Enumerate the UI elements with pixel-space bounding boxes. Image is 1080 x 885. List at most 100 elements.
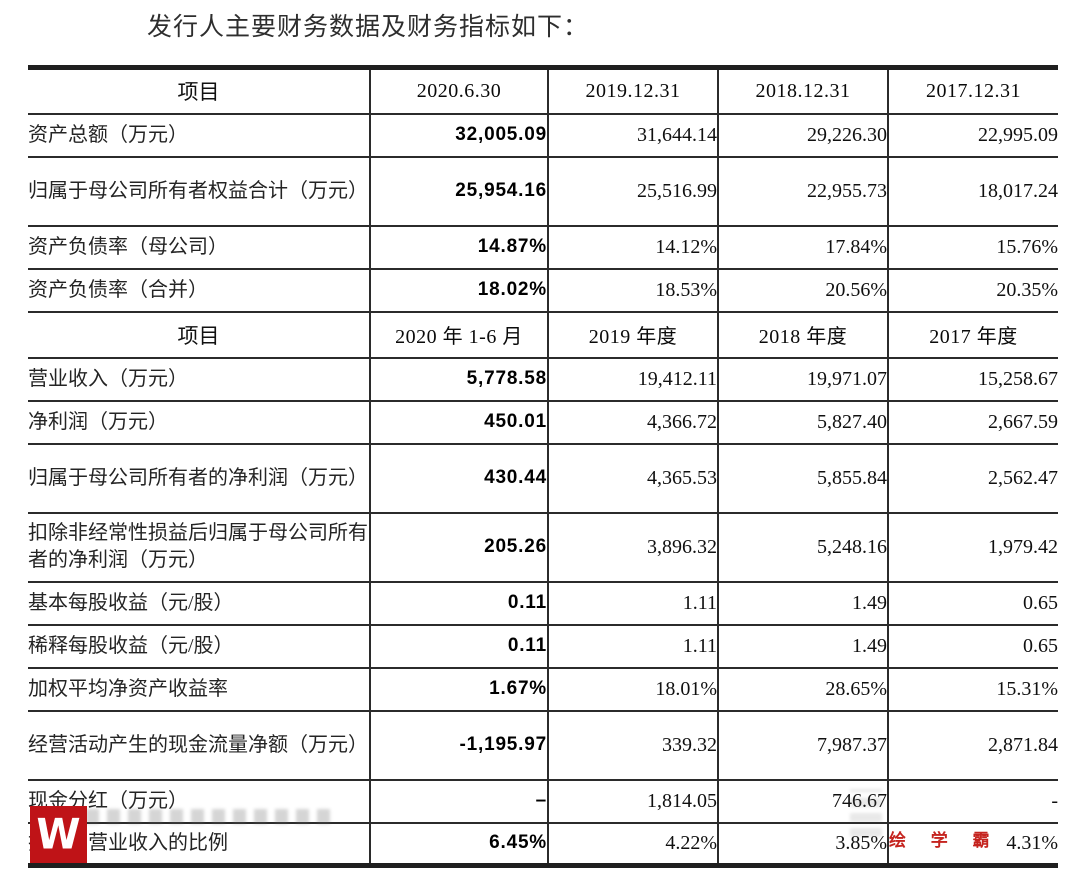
value-cell: 17.84%: [717, 224, 888, 269]
table-row: 经营活动产生的现金流量净额（万元） -1,195.97 339.32 7,987.37…: [28, 709, 1058, 780]
table-row: 归属于母公司所有者权益合计（万元） 25,954.16 25,516.99 22,95…: [28, 155, 1058, 226]
value-cell: 15,258.67: [887, 356, 1058, 401]
value-cell: 5,827.40: [717, 399, 888, 444]
value-cell: 0.11: [369, 623, 548, 668]
value-cell: 3,896.32: [547, 511, 718, 582]
value-cell: 25,954.16: [369, 155, 548, 226]
value-cell: 1.49: [717, 623, 888, 668]
value-cell: 746.67: [717, 778, 888, 823]
row-label-cell: 资产负债率（母公司）: [28, 224, 370, 269]
value-cell: 18.01%: [547, 666, 718, 711]
value-cell: 1.11: [547, 580, 718, 625]
value-cell: –: [369, 778, 548, 823]
table-row: 现金分红（万元） –1,814.05 746.67-: [28, 778, 1058, 823]
page-title: 发行人主要财务数据及财务指标如下：: [147, 14, 590, 41]
column-header-period: 2020.6.30: [369, 67, 548, 114]
table-row: 营业收入（万元） 5,778.58 19,412.11 19,971.07 15,258…: [28, 356, 1058, 401]
value-cell: 22,995.09: [887, 112, 1058, 157]
brand-watermark-text: 绘 学 霸: [889, 831, 1000, 850]
table-header-row: 项目 2020.6.30 2019.12.31 2018.12.31 2017.12.3…: [28, 67, 1058, 114]
value-cell: 18.02%: [369, 267, 548, 312]
value-cell: 4.31%: [887, 821, 1058, 866]
value-cell: 32,005.09: [369, 112, 548, 157]
table-row: 基本每股收益（元/股） 0.11 1.11 1.49 0.65: [28, 580, 1058, 625]
value-cell: 1,814.05: [547, 778, 718, 823]
value-cell: 5,248.16: [717, 511, 888, 582]
table-row: 归属于母公司所有者的净利润（万元） 430.44 4,365.53 5,855.84 2…: [28, 442, 1058, 513]
value-cell: 205.26: [369, 511, 548, 582]
row-label-cell: 营业收入（万元）: [28, 356, 370, 401]
table-row: 加权平均净资产收益率 1.67% 18.01% 28.65% 15.31%: [28, 666, 1058, 711]
column-header-period: 2018 年度: [717, 310, 888, 358]
row-label-cell: 归属于母公司所有者的净利润（万元）: [28, 442, 370, 513]
value-cell: 430.44: [369, 442, 548, 513]
value-cell: 22,955.73: [717, 155, 888, 226]
value-cell: 1.49: [717, 580, 888, 625]
row-label-cell: 经营活动产生的现金流量净额（万元）: [28, 709, 370, 780]
table-row: 资产负债率（合并） 18.02% 18.53% 20.56% 20.35%: [28, 267, 1058, 312]
value-cell: 7,987.37: [717, 709, 888, 780]
row-label-cell: 扣除非经常性损益后归属于母公司所有者的净利润（万元）: [28, 511, 370, 582]
value-cell: 4.22%: [547, 821, 718, 866]
logo-w-icon: W: [35, 810, 82, 859]
value-cell: 4,365.53: [547, 442, 718, 513]
column-header-period: 2019.12.31: [547, 67, 718, 114]
value-cell: 2,667.59: [887, 399, 1058, 444]
value-cell: 450.01: [369, 399, 548, 444]
row-label-cell: 加权平均净资产收益率: [28, 666, 370, 711]
table-row: 稀释每股收益（元/股） 0.11 1.11 1.49 0.65: [28, 623, 1058, 668]
value-cell: 1,979.42: [887, 511, 1058, 582]
column-header-period: 2020 年 1-6 月: [369, 310, 548, 358]
column-header-period: 2017 年度: [887, 310, 1058, 358]
value-cell: 2,871.84: [887, 709, 1058, 780]
value-cell: 15.76%: [887, 224, 1058, 269]
value-cell: 18.53%: [547, 267, 718, 312]
value-cell: 20.56%: [717, 267, 888, 312]
value-cell: 3.85%: [717, 821, 888, 866]
row-label-cell: 资产总额（万元）: [28, 112, 370, 157]
table-row: 资产总额（万元） 32,005.09 31,644.14 29,226.30 22,99…: [28, 112, 1058, 157]
column-header-period: 2017.12.31: [887, 67, 1058, 114]
value-cell: 19,971.07: [717, 356, 888, 401]
row-label-cell: 资产负债率（合并）: [28, 267, 370, 312]
value-cell: 19,412.11: [547, 356, 718, 401]
publisher-logo-watermark: W: [30, 806, 87, 863]
value-cell: 1.67%: [369, 666, 548, 711]
table-row: 资产负债率（母公司） 14.87% 14.12% 17.84% 15.76%: [28, 224, 1058, 269]
table-header-row: 项目 2020 年 1-6 月 2019 年度 2018 年度 2017 年度: [28, 310, 1058, 358]
value-cell: 14.12%: [547, 224, 718, 269]
value-cell: 5,855.84: [717, 442, 888, 513]
table-row: 净利润（万元） 450.01 4,366.72 5,827.40 2,667.59: [28, 399, 1058, 444]
value-cell: 4,366.72: [547, 399, 718, 444]
value-cell: -1,195.97: [369, 709, 548, 780]
value-cell: 25,516.99: [547, 155, 718, 226]
column-header-period: 2018.12.31: [717, 67, 888, 114]
value-cell: 1.11: [547, 623, 718, 668]
illegible-watermark-smudge: [86, 809, 338, 824]
value-cell: 0.65: [887, 623, 1058, 668]
financial-data-table: 项目 2020.6.30 2019.12.31 2018.12.31 2017.12.3…: [28, 65, 1058, 868]
value-cell: 29,226.30: [717, 112, 888, 157]
value-cell: 20.35%: [887, 267, 1058, 312]
value-cell: 6.45%: [369, 821, 548, 866]
illegible-watermark-smudge: [850, 789, 882, 837]
row-label-cell: 归属于母公司所有者权益合计（万元）: [28, 155, 370, 226]
value-cell: 0.11: [369, 580, 548, 625]
value-cell: 14.87%: [369, 224, 548, 269]
value-cell: 15.31%: [887, 666, 1058, 711]
value-cell: 339.32: [547, 709, 718, 780]
column-header-item: 项目: [28, 310, 370, 358]
value-cell: 5,778.58: [369, 356, 548, 401]
value-cell: 31,644.14: [547, 112, 718, 157]
value-cell: -: [887, 778, 1058, 823]
table-row: 扣除非经常性损益后归属于母公司所有者的净利润（万元） 205.26 3,896.32…: [28, 511, 1058, 582]
column-header-item: 项目: [177, 81, 220, 105]
value-cell: 2,562.47: [887, 442, 1058, 513]
value-cell: 0.65: [887, 580, 1058, 625]
row-label-cell: 基本每股收益（元/股）: [28, 580, 370, 625]
value-cell: 18,017.24: [887, 155, 1058, 226]
column-header-period: 2019 年度: [547, 310, 718, 358]
row-label-cell: 稀释每股收益（元/股）: [28, 623, 370, 668]
row-label-cell: 净利润（万元）: [28, 399, 370, 444]
value-cell: 28.65%: [717, 666, 888, 711]
